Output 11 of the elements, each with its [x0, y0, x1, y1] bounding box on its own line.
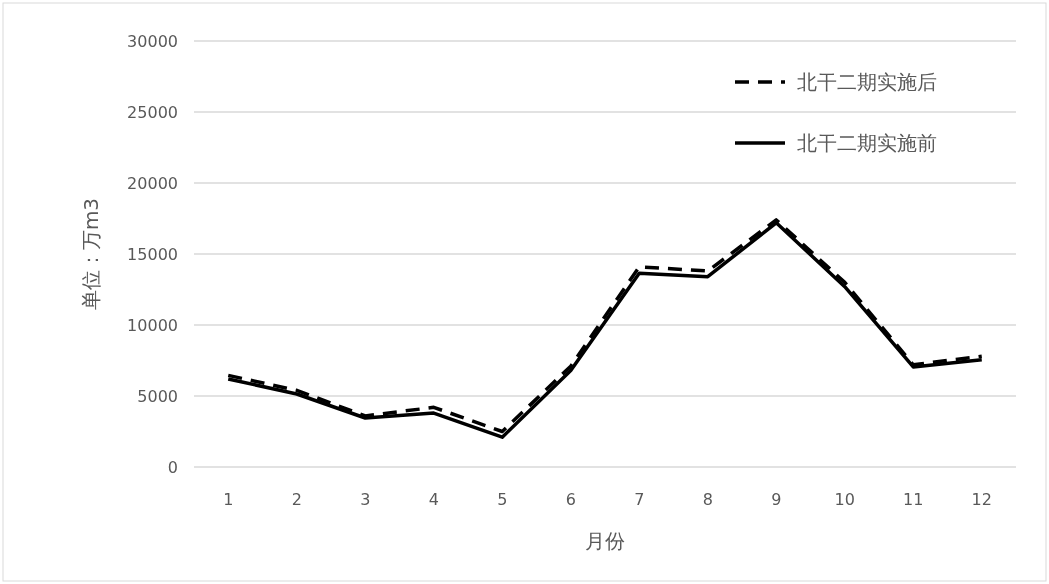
- y-tick-label: 5000: [137, 387, 178, 406]
- y-tick-label: 10000: [127, 316, 178, 335]
- y-tick-label: 0: [167, 458, 178, 477]
- y-tick-label: 20000: [127, 174, 178, 193]
- y-tick-label: 30000: [127, 32, 178, 51]
- y-tick-label: 15000: [127, 245, 178, 264]
- y-tick-label: 25000: [127, 103, 178, 122]
- x-axis-title: 月份: [585, 529, 625, 553]
- legend-label: 北干二期实施后: [797, 70, 937, 94]
- legend-label: 北干二期实施前: [797, 131, 937, 155]
- y-axis-title: 单位：万m3: [79, 197, 103, 311]
